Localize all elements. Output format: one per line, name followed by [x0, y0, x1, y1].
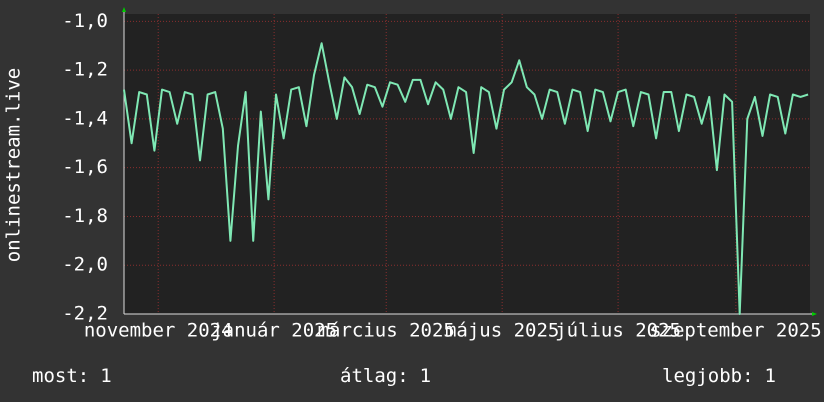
stat-label: legjobb:	[662, 365, 754, 387]
y-tick-label: -2,0	[62, 254, 108, 276]
stat-label: átlag:	[340, 365, 409, 387]
x-tick-label: május 2025	[445, 320, 559, 342]
x-tick-label: március 2025	[318, 320, 455, 342]
x-tick-label: november 2024	[84, 320, 233, 342]
y-tick-label: -1,2	[62, 59, 108, 81]
x-tick-label: szeptember 2025	[650, 320, 822, 342]
stat: most: 1	[32, 365, 112, 387]
y-tick-label: -1,0	[62, 10, 108, 32]
plot-area	[124, 14, 810, 314]
data-line	[123, 42, 809, 315]
y-axis-label: onlinestream.live	[3, 68, 25, 262]
stat: legjobb: 1	[662, 365, 776, 387]
y-tick-label: -1,8	[62, 205, 108, 227]
x-tick-label: július 2025	[555, 320, 681, 342]
axis-arrow	[122, 7, 126, 12]
stat-label: most:	[32, 365, 89, 387]
y-tick-label: -2,2	[62, 303, 108, 325]
stat: átlag: 1	[340, 365, 431, 387]
stat-value: 1	[765, 365, 776, 387]
stat-value: 1	[420, 365, 431, 387]
axis-arrow	[812, 312, 817, 316]
y-tick-label: -1,4	[62, 107, 108, 129]
stat-value: 1	[100, 365, 111, 387]
y-tick-label: -1,6	[62, 156, 108, 178]
x-tick-label: január 2025	[211, 320, 337, 342]
